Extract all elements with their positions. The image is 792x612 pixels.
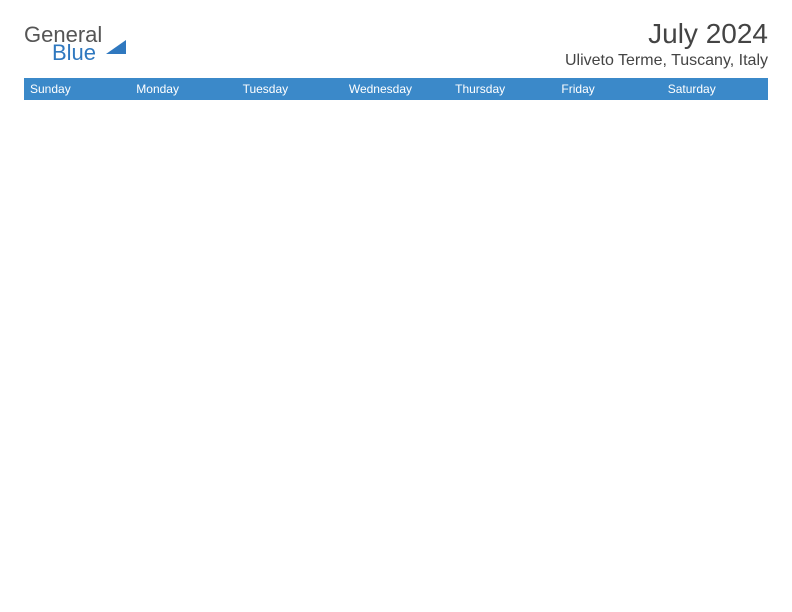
- col-header: Saturday: [662, 78, 768, 100]
- col-header: Wednesday: [343, 78, 449, 100]
- col-header: Tuesday: [237, 78, 343, 100]
- location-label: Uliveto Terme, Tuscany, Italy: [565, 52, 768, 70]
- logo-triangle-icon: [106, 40, 126, 54]
- calendar-header-row: Sunday Monday Tuesday Wednesday Thursday…: [24, 78, 768, 100]
- page-header: General Blue July 2024 Uliveto Terme, Tu…: [24, 18, 768, 70]
- col-header: Friday: [555, 78, 661, 100]
- logo-text: General Blue: [24, 24, 102, 64]
- col-header: Thursday: [449, 78, 555, 100]
- calendar-table: Sunday Monday Tuesday Wednesday Thursday…: [24, 78, 768, 100]
- col-header: Monday: [130, 78, 236, 100]
- col-header: Sunday: [24, 78, 130, 100]
- logo: General Blue: [24, 24, 126, 64]
- page-title: July 2024: [565, 18, 768, 50]
- title-block: July 2024 Uliveto Terme, Tuscany, Italy: [565, 18, 768, 70]
- logo-part2: Blue: [52, 42, 102, 64]
